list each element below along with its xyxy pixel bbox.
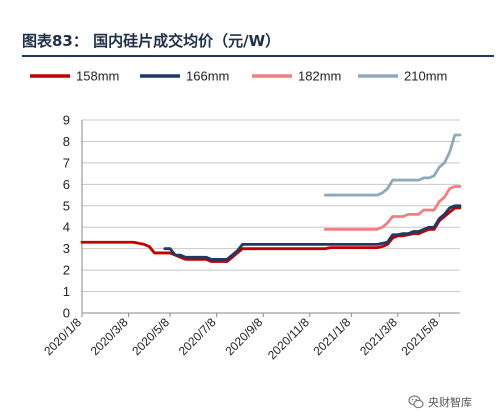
series-line-158mm [80, 206, 462, 263]
x-tick-label: 2021/5/8 [398, 315, 441, 358]
x-tick-label: 2021/1/8 [310, 315, 353, 358]
legend-label-182mm: 182mm [298, 69, 341, 84]
y-tick-label: 7 [63, 155, 70, 170]
legend-label-158mm: 158mm [76, 69, 119, 84]
x-tick-label: 2020/3/8 [88, 315, 131, 358]
legend-label-210mm: 210mm [404, 69, 447, 84]
series-line-210mm [323, 133, 462, 197]
wechat-logo-icon [408, 395, 424, 409]
y-tick-label: 8 [63, 134, 70, 149]
x-tick-label: 2020/1/8 [41, 315, 84, 358]
x-tick-label: 2020/5/8 [129, 315, 172, 358]
y-tick-label: 4 [63, 220, 70, 235]
chart-title: 图表83： 国内硅片成交均价（元/W） [22, 32, 281, 50]
x-tick-label: 2021/3/8 [357, 315, 400, 358]
series-line-166mm [163, 204, 462, 261]
y-tick-label: 2 [63, 263, 70, 278]
watermark-text: 央财智库 [428, 396, 472, 409]
y-tick-label: 5 [63, 198, 70, 213]
x-tick-label: 2020/7/8 [176, 315, 219, 358]
y-tick-label: 3 [63, 241, 70, 256]
y-tick-label: 9 [63, 113, 70, 128]
y-tick-label: 1 [63, 284, 70, 299]
title-bar: 图表83： 国内硅片成交均价（元/W） [0, 0, 499, 57]
watermark: 央财智库 [408, 392, 472, 412]
series-line-182mm [323, 185, 462, 231]
x-tick-label: 2020/9/8 [222, 315, 265, 358]
x-tick-label: 2020/11/8 [265, 315, 312, 362]
legend-label-166mm: 166mm [186, 69, 229, 84]
title-underline [22, 55, 494, 57]
y-tick-label: 0 [63, 306, 70, 321]
y-tick-label: 6 [63, 177, 70, 192]
